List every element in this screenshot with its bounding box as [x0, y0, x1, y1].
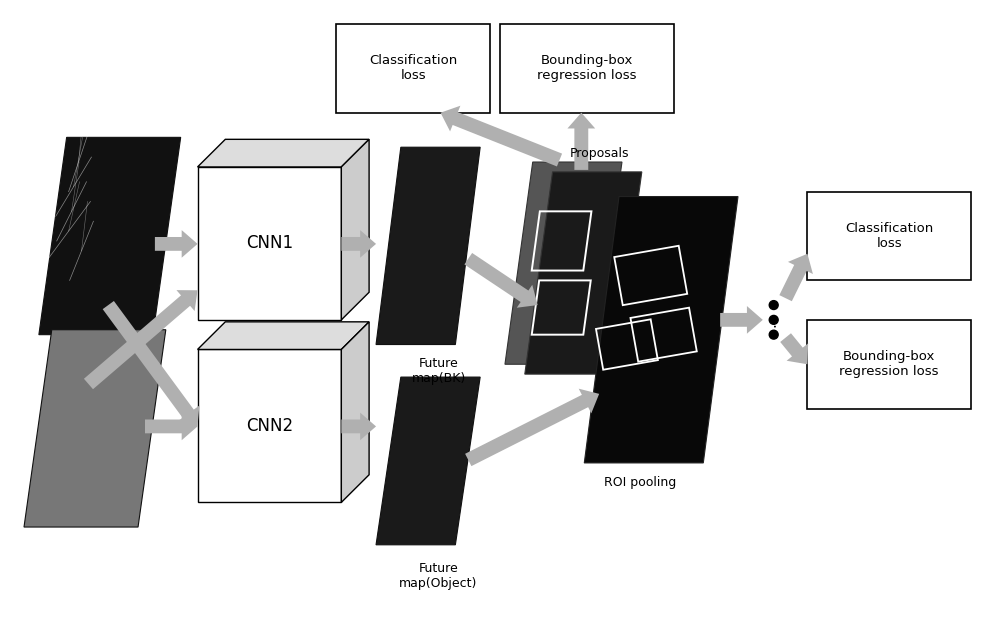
Text: CNN2: CNN2	[246, 417, 293, 435]
Polygon shape	[103, 301, 199, 427]
Polygon shape	[84, 290, 198, 389]
Polygon shape	[39, 138, 181, 335]
Polygon shape	[376, 377, 480, 545]
Polygon shape	[779, 254, 813, 301]
Polygon shape	[720, 306, 763, 334]
Text: Bounding-box
regression loss: Bounding-box regression loss	[839, 350, 939, 378]
Text: ⋅⋅⋅: ⋅⋅⋅	[766, 312, 781, 327]
Polygon shape	[341, 322, 369, 502]
FancyBboxPatch shape	[807, 320, 971, 409]
Polygon shape	[198, 350, 341, 502]
Text: Classification
loss: Classification loss	[369, 55, 457, 82]
Text: Future
map(Object): Future map(Object)	[399, 562, 478, 590]
Polygon shape	[341, 140, 369, 320]
FancyBboxPatch shape	[336, 24, 490, 113]
Polygon shape	[567, 113, 595, 170]
FancyBboxPatch shape	[807, 192, 971, 280]
Text: Classification
loss: Classification loss	[845, 222, 933, 250]
Polygon shape	[198, 167, 341, 320]
Polygon shape	[525, 172, 642, 374]
Circle shape	[769, 301, 778, 309]
Text: Bounding-box
regression loss: Bounding-box regression loss	[537, 55, 637, 82]
Text: ROI pooling: ROI pooling	[604, 476, 676, 489]
Text: Proposals: Proposals	[569, 147, 629, 160]
Polygon shape	[198, 140, 369, 167]
Text: Future
map(BK): Future map(BK)	[411, 357, 466, 386]
Polygon shape	[341, 412, 376, 440]
Polygon shape	[145, 412, 198, 440]
FancyBboxPatch shape	[500, 24, 674, 113]
Polygon shape	[465, 389, 599, 466]
Circle shape	[769, 330, 778, 339]
Polygon shape	[441, 106, 562, 166]
Polygon shape	[584, 197, 738, 463]
Polygon shape	[198, 322, 369, 350]
Polygon shape	[464, 253, 538, 308]
Polygon shape	[341, 230, 376, 258]
Polygon shape	[505, 162, 622, 365]
Text: CNN1: CNN1	[246, 234, 293, 252]
Polygon shape	[780, 334, 808, 365]
Polygon shape	[24, 330, 166, 527]
Circle shape	[769, 316, 778, 324]
Polygon shape	[376, 147, 480, 345]
Polygon shape	[155, 230, 198, 258]
